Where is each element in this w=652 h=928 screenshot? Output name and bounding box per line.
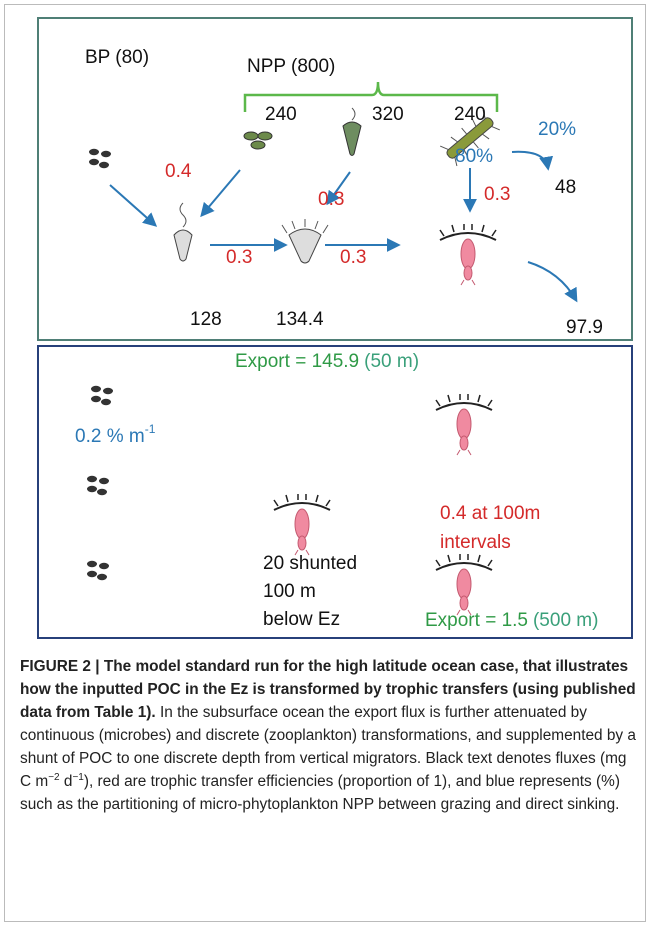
organism-icons-part — [274, 494, 330, 555]
flux-label: 134.4 — [276, 309, 324, 330]
rate-text: 0.2 % m — [75, 426, 145, 447]
organism-icons-part-part — [244, 132, 258, 140]
export-depth: (500 m) — [533, 610, 598, 631]
shunt-label: 100 m — [263, 581, 316, 602]
organism-icons-part-part — [258, 132, 272, 140]
shunt-label: 20 shunted — [263, 553, 357, 574]
efficiency-label: 0.3 — [484, 184, 510, 205]
bp-label: BP (80) — [85, 47, 149, 68]
zoo-efficiency: intervals — [440, 532, 511, 553]
microbe-rate: 0.2 % m-1 — [75, 422, 156, 447]
figure: BP (80) NPP (800) 240 320 240 80% 20% 48… — [0, 0, 652, 650]
percent-label: 80% — [455, 146, 493, 167]
organism-icons-part — [87, 476, 109, 495]
organism-icons-part-part — [251, 141, 265, 149]
flux-label: 48 — [555, 177, 576, 198]
percent-label: 20% — [538, 119, 576, 140]
flux-label: 320 — [372, 104, 404, 125]
organism-icons-part-part — [352, 108, 355, 120]
rate-exponent: -1 — [145, 422, 156, 436]
export-label: Export = 145.9(50 m) — [235, 351, 419, 372]
export-depth: (50 m) — [364, 351, 419, 372]
flow-arrows-part — [528, 262, 576, 300]
organism-icons-part — [89, 149, 111, 168]
figure-caption: FIGURE 2 | The model standard run for th… — [20, 655, 636, 816]
export-value: Export = 1.5 — [425, 610, 528, 631]
caption-exponent: −2 — [48, 772, 59, 783]
organism-icons-part — [174, 203, 192, 261]
efficiency-label: 0.3 — [340, 247, 366, 268]
organism-icons-part-part — [289, 229, 321, 263]
organism-icons-part — [282, 219, 328, 263]
organism-icons-part — [91, 386, 113, 405]
caption-exponent: −1 — [72, 772, 83, 783]
organism-icons-part — [436, 554, 492, 615]
caption-text: ), red are trophic transfer efficiencies… — [20, 773, 620, 813]
flow-arrows-part — [512, 152, 548, 168]
flux-label: 97.9 — [566, 317, 603, 338]
flux-label: 128 — [190, 309, 222, 330]
organism-icons-part — [440, 224, 496, 285]
page: {"figure": { "upper": { "bp": "BP (80)",… — [0, 0, 652, 928]
organism-icons-part — [87, 561, 109, 580]
zoo-efficiency: 0.4 at 100m — [440, 503, 540, 524]
flow-arrows-part — [202, 170, 240, 215]
caption-text: d — [60, 773, 73, 790]
lower-panel — [38, 346, 632, 638]
export-value: Export = 145.9 — [235, 351, 359, 372]
export-label: Export = 1.5(500 m) — [425, 610, 598, 631]
npp-label: NPP (800) — [247, 56, 335, 77]
flow-arrows-part — [110, 185, 155, 225]
efficiency-label: 0.3 — [318, 189, 344, 210]
organism-icons-part — [244, 132, 272, 149]
shunt-label: below Ez — [263, 609, 340, 630]
efficiency-label: 0.4 — [165, 161, 192, 182]
organism-icons-part-part — [343, 122, 361, 156]
organism-icons-part — [436, 394, 492, 455]
flux-label: 240 — [265, 104, 297, 125]
efficiency-label: 0.3 — [226, 247, 252, 268]
flux-label: 240 — [454, 104, 486, 125]
organism-icons-part — [343, 108, 361, 156]
